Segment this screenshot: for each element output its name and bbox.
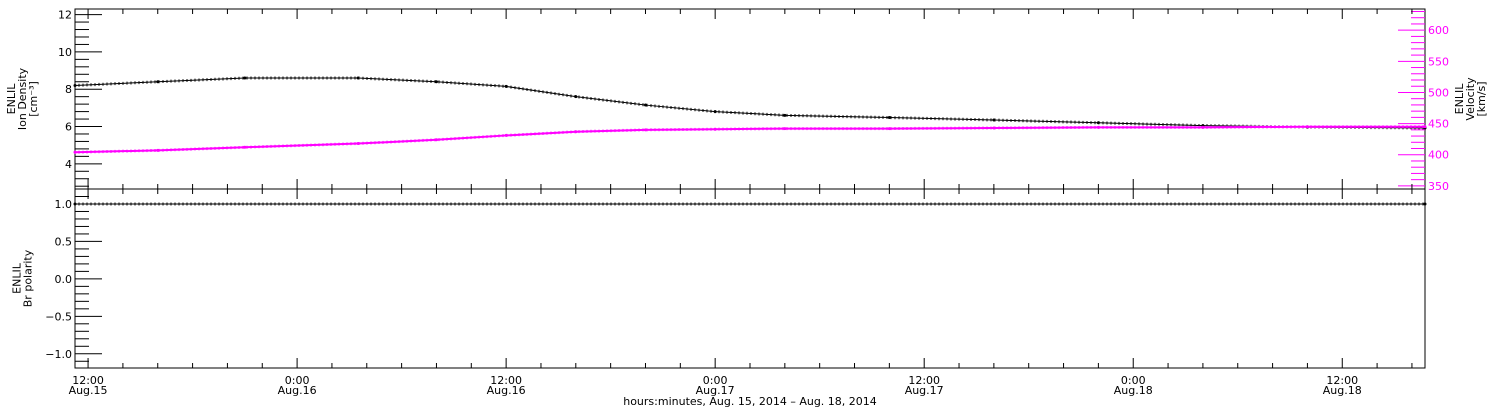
series-br-polarity [73,202,1427,206]
left-axis-tick-label: 0.0 [55,273,73,286]
data-point [643,103,647,107]
x-tick-label-line: Aug.18 [1114,384,1153,397]
data-point [783,127,787,131]
x-tick-label-line: 12:00 [908,374,940,387]
data-point [243,145,247,149]
left-axis-title: ENLILIon Density[cm⁻³] [5,67,40,130]
x-tick-label-line: 12:00 [72,374,104,387]
panel-bottom: −1.0 −0.5 0.0 0.5 1.0 ENLILBr polarity [11,188,1427,369]
axis-title-line: [cm⁻³] [27,81,40,117]
x-tick-label-line: 0:00 [285,374,310,387]
x-axis-title: hours:minutes, Aug. 15, 2014 – Aug. 18, … [623,395,877,408]
x-tick-label-line: Aug.17 [696,384,735,397]
x-tick-label-line: 12:00 [1326,374,1358,387]
panel-frame [74,8,1426,190]
left-axis-tick-label: 4 [65,158,72,171]
right-axis-tick-label: 400 [1428,149,1449,162]
data-point [434,80,438,84]
left-axis-tick-label: 0.5 [55,235,73,248]
x-tick-label-line: 0:00 [1121,374,1146,387]
x-axis-tick-label: 0:00 Aug.17 [696,374,735,397]
data-point [783,113,787,117]
panel-frame [74,188,1426,369]
right-axis-title: ENLILVelocity[km/s] [1453,77,1488,121]
left-axis-tick-label: 8 [65,83,72,96]
data-point [887,127,891,131]
left-axis-tick-label: −1.0 [45,348,72,361]
series-line [74,77,1426,129]
data-point [643,128,647,132]
x-tick-label-line: 12:00 [490,374,522,387]
left-axis-title: ENLILBr polarity [11,249,35,307]
series-velocity [73,125,1427,154]
left-axis-tick-label: −0.5 [45,310,72,323]
x-axis-tick-label: 12:00 Aug.17 [905,374,944,397]
x-axis-tick-label: 0:00 Aug.16 [278,374,317,397]
data-point [1423,125,1427,129]
axis-title-line: Br polarity [22,249,35,307]
axis-title-line: ENLIL [1453,83,1466,115]
x-tick-label-line: Aug.17 [905,384,944,397]
data-point [1423,202,1427,206]
x-axis-tick-label: 0:00 Aug.18 [1114,374,1153,397]
x-axis-tick-label: 12:00 Aug.16 [487,374,526,397]
series-ion-density [73,76,1427,130]
data-point [156,80,160,84]
left-axis-tick-label: 12 [58,9,72,22]
x-tick-label-line: Aug.18 [1323,384,1362,397]
x-tick-label-line: Aug.15 [69,384,108,397]
x-tick-label-line: 0:00 [703,374,728,387]
axis-title-line: Ion Density [16,67,29,130]
axis-title-line: ENLIL [5,83,18,115]
right-axis-tick-label: 500 [1428,86,1449,99]
axis-title-line: ENLIL [11,262,24,294]
data-point [887,116,891,120]
axis-title-line: [km/s] [1475,81,1488,116]
left-axis-tick-label: 6 [65,121,72,134]
x-tick-label-line: Aug.16 [487,384,526,397]
left-axis-tick-label: 1.0 [55,198,73,211]
right-axis-tick-label: 450 [1428,118,1449,131]
data-point [434,138,438,142]
x-tick-label-line: Aug.16 [278,384,317,397]
series-line [74,125,1425,154]
data-point [156,148,160,152]
left-axis-tick-label: 10 [58,46,72,59]
right-axis-tick-label: 350 [1428,180,1449,193]
right-axis-tick-label: 550 [1428,55,1449,68]
data-point [243,76,247,80]
right-axis-tick-label: 600 [1428,24,1449,37]
axis-title-line: Velocity [1464,77,1477,121]
x-axis-tick-label: 12:00 Aug.18 [1323,374,1362,397]
x-axis-tick-label: 12:00 Aug.15 [69,374,108,397]
